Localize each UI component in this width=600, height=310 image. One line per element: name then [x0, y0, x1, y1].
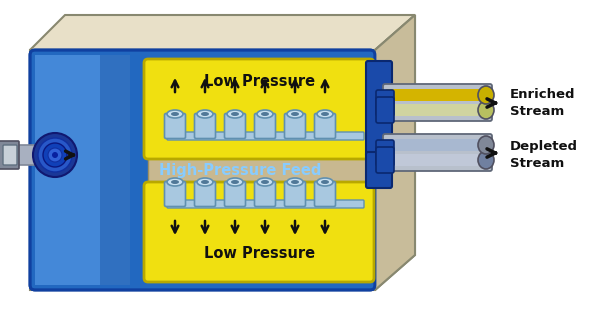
FancyBboxPatch shape — [167, 200, 364, 208]
Circle shape — [48, 148, 62, 162]
Polygon shape — [375, 15, 415, 290]
Ellipse shape — [291, 112, 299, 116]
FancyBboxPatch shape — [376, 97, 394, 123]
Circle shape — [43, 143, 67, 167]
Ellipse shape — [478, 86, 494, 104]
FancyBboxPatch shape — [376, 140, 394, 166]
Ellipse shape — [201, 112, 209, 116]
Ellipse shape — [257, 110, 273, 118]
Ellipse shape — [197, 178, 213, 186]
Polygon shape — [148, 155, 370, 186]
FancyBboxPatch shape — [386, 104, 485, 116]
Text: Low Pressure: Low Pressure — [205, 246, 316, 260]
Ellipse shape — [197, 110, 213, 118]
FancyBboxPatch shape — [383, 134, 492, 156]
Text: Low Pressure: Low Pressure — [205, 74, 316, 90]
Polygon shape — [100, 55, 130, 285]
FancyBboxPatch shape — [224, 113, 245, 139]
FancyBboxPatch shape — [376, 90, 394, 116]
Ellipse shape — [287, 178, 303, 186]
FancyBboxPatch shape — [383, 149, 492, 171]
Text: High-Pressure Feed: High-Pressure Feed — [159, 162, 321, 178]
FancyBboxPatch shape — [314, 113, 335, 139]
Polygon shape — [35, 55, 100, 285]
Ellipse shape — [167, 110, 183, 118]
FancyBboxPatch shape — [254, 181, 275, 206]
Ellipse shape — [321, 180, 329, 184]
FancyBboxPatch shape — [194, 113, 215, 139]
Ellipse shape — [317, 110, 333, 118]
FancyBboxPatch shape — [0, 141, 19, 169]
Ellipse shape — [321, 112, 329, 116]
Ellipse shape — [231, 180, 239, 184]
FancyBboxPatch shape — [386, 139, 485, 151]
FancyBboxPatch shape — [383, 84, 492, 106]
FancyBboxPatch shape — [383, 99, 492, 121]
Ellipse shape — [261, 112, 269, 116]
FancyBboxPatch shape — [0, 145, 42, 165]
FancyBboxPatch shape — [224, 181, 245, 206]
Ellipse shape — [201, 180, 209, 184]
FancyBboxPatch shape — [144, 182, 374, 282]
Text: Depleted
Stream: Depleted Stream — [510, 140, 578, 170]
Ellipse shape — [287, 110, 303, 118]
FancyBboxPatch shape — [284, 113, 305, 139]
FancyBboxPatch shape — [3, 145, 17, 165]
Ellipse shape — [167, 178, 183, 186]
FancyBboxPatch shape — [366, 152, 392, 188]
Text: Enriched
Stream: Enriched Stream — [510, 88, 575, 118]
FancyBboxPatch shape — [386, 89, 485, 101]
Ellipse shape — [478, 101, 494, 119]
FancyBboxPatch shape — [194, 181, 215, 206]
Polygon shape — [375, 15, 415, 290]
FancyBboxPatch shape — [254, 113, 275, 139]
Ellipse shape — [227, 178, 243, 186]
Ellipse shape — [171, 112, 179, 116]
Ellipse shape — [227, 110, 243, 118]
FancyBboxPatch shape — [167, 132, 364, 140]
Ellipse shape — [317, 178, 333, 186]
Polygon shape — [30, 15, 415, 50]
Ellipse shape — [478, 151, 494, 169]
Ellipse shape — [261, 180, 269, 184]
FancyBboxPatch shape — [164, 113, 185, 139]
FancyBboxPatch shape — [314, 181, 335, 206]
Ellipse shape — [257, 178, 273, 186]
Ellipse shape — [291, 180, 299, 184]
Ellipse shape — [478, 136, 494, 154]
FancyBboxPatch shape — [144, 59, 374, 159]
Circle shape — [33, 133, 77, 177]
FancyBboxPatch shape — [366, 61, 392, 157]
Ellipse shape — [171, 180, 179, 184]
FancyBboxPatch shape — [376, 147, 394, 173]
Polygon shape — [30, 50, 375, 290]
FancyBboxPatch shape — [284, 181, 305, 206]
Ellipse shape — [231, 112, 239, 116]
Circle shape — [52, 152, 58, 158]
FancyBboxPatch shape — [164, 181, 185, 206]
Circle shape — [38, 138, 72, 172]
FancyBboxPatch shape — [30, 50, 375, 290]
FancyBboxPatch shape — [386, 154, 485, 166]
